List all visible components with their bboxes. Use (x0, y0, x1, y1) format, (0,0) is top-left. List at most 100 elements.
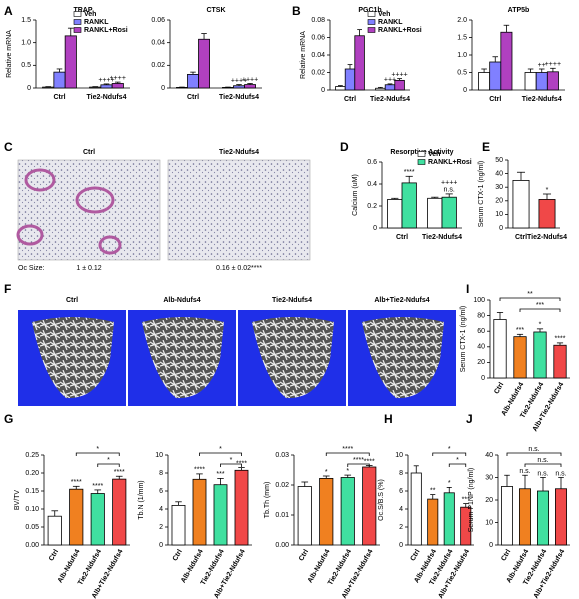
significance: ++++ (545, 61, 561, 68)
y-tick-label: 8 (159, 470, 163, 477)
panel-label: F (4, 282, 11, 296)
x-tick-label: Tie2-Ndufs4 (522, 96, 562, 103)
y-tick-label: 0.00 (25, 542, 39, 549)
legend-label: RANKL (378, 19, 403, 26)
bracket-label: **** (342, 446, 353, 453)
bar (533, 331, 547, 379)
y-tick-label: 0.01 (275, 512, 289, 519)
significance: **** (404, 169, 415, 176)
y-tick-label: 6 (399, 488, 403, 495)
bar (384, 84, 396, 91)
image-caption: Tie2-Ndufs4 (219, 149, 259, 156)
y-tick-label: 0.02 (151, 62, 165, 69)
bracket-label: ** (527, 291, 533, 298)
y-tick-label: 6 (159, 488, 163, 495)
oc-size-value: 0.16 ± 0.02**** (216, 265, 262, 272)
bone-shape (32, 317, 114, 399)
chart-title: TRAP (73, 7, 92, 14)
bar (512, 179, 530, 229)
y-tick-label: 0.20 (25, 470, 39, 477)
chart-title: ATP5b (508, 7, 530, 14)
bracket (448, 463, 467, 467)
y-axis-label: Relative mRNA (300, 31, 307, 79)
y-axis-label: Tb.Th (mm) (264, 482, 271, 519)
bracket (97, 463, 120, 467)
bone-shape (362, 317, 444, 399)
panel-label: J (466, 412, 473, 426)
significance: * (539, 322, 542, 329)
y-tick-label: 0.02 (275, 482, 289, 489)
bar (354, 35, 365, 91)
y-tick-label: 100 (473, 297, 485, 304)
y-tick-label: 40 (485, 452, 493, 459)
y-tick-label: 80 (477, 312, 485, 319)
significance: ** (430, 487, 436, 494)
bar (64, 35, 77, 89)
panel-label: E (482, 140, 490, 154)
legend-label: Veh (428, 151, 440, 158)
bar (478, 72, 491, 91)
bar (387, 198, 403, 229)
y-tick-label: 0 (159, 542, 163, 549)
osteoclast (16, 224, 44, 246)
x-tick-label: Ctrl (187, 94, 199, 101)
significance: * (325, 469, 328, 476)
bar (100, 84, 113, 89)
y-tick-label: 0 (321, 87, 325, 94)
bracket-label: * (456, 457, 459, 464)
y-axis-label: Relative mRNA (6, 30, 13, 78)
y-tick-label: 0.2 (367, 203, 377, 210)
y-tick-label: 1.0 (21, 40, 31, 47)
y-tick-label: 0 (499, 225, 503, 232)
bar (535, 72, 548, 91)
bracket (347, 463, 370, 467)
bracket (75, 452, 120, 456)
bar (111, 83, 124, 89)
bar (537, 490, 549, 546)
y-tick-label: 0.15 (25, 488, 39, 495)
x-tick-label: Ctrl (298, 548, 310, 562)
significance: ++++ (231, 77, 247, 84)
y-tick-label: 4 (399, 506, 403, 513)
y-axis-label: Serum CTX-1 (ng/ml) (460, 306, 467, 373)
x-tick-label: Ctrl (396, 234, 408, 241)
significance: **** (114, 469, 125, 476)
legend-label: Veh (84, 11, 96, 18)
significance: * (346, 468, 349, 475)
bracket-label: n.s. (528, 446, 539, 453)
bracket-label: * (230, 457, 233, 464)
legend-label: RANKL+Rosi (428, 159, 472, 166)
x-tick-label: Ctrl (500, 548, 512, 562)
bracket (499, 297, 561, 301)
bar (90, 493, 105, 546)
bar (427, 498, 439, 546)
image-caption: Alb-Ndufs4 (163, 297, 200, 304)
bracket-label: * (219, 446, 222, 453)
bar (319, 477, 334, 546)
y-tick-label: 0.06 (311, 34, 325, 41)
x-tick-label: Ctrl (344, 96, 356, 103)
bone-shape (252, 317, 334, 399)
panel-label: C (4, 140, 13, 154)
y-tick-label: 10 (395, 452, 403, 459)
bar (443, 492, 455, 546)
bar (524, 72, 537, 91)
bar (410, 472, 422, 546)
bar (555, 488, 567, 546)
y-tick-label: 0.05 (25, 524, 39, 531)
y-tick-label: 0.6 (367, 159, 377, 166)
y-tick-label: 0.4 (367, 181, 377, 188)
y-tick-label: 1.0 (457, 52, 467, 59)
bracket (325, 452, 370, 456)
x-tick-label: Ctrl (409, 548, 421, 562)
legend-swatch (73, 11, 82, 17)
y-tick-label: 0.10 (25, 506, 39, 513)
bar (187, 74, 199, 89)
x-tick-label: Alb-Ndufs4 (307, 548, 332, 584)
significance: n.s. (519, 468, 530, 475)
x-tick-label: Tie2-Ndufs4 (87, 94, 127, 101)
significance: * (546, 187, 549, 194)
x-tick-label: Alb+Tie2-Ndufs4 (437, 548, 471, 599)
bracket (519, 308, 561, 312)
significance: +++ (384, 77, 396, 84)
